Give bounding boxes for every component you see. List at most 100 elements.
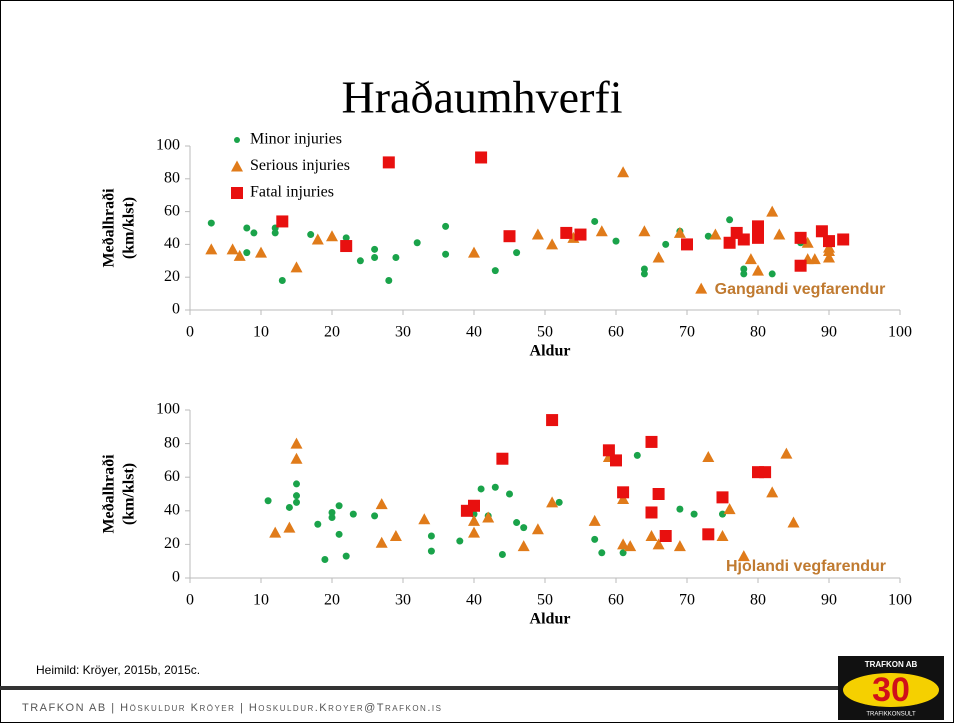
y-tick-label: 0 xyxy=(172,569,180,586)
point xyxy=(808,253,821,265)
point xyxy=(823,241,835,253)
point xyxy=(335,502,343,510)
point xyxy=(752,231,764,244)
point xyxy=(531,228,544,240)
point xyxy=(794,231,807,244)
point xyxy=(766,205,779,217)
slide-title: Hraðaumhverfi xyxy=(342,72,623,123)
point xyxy=(276,215,289,228)
point xyxy=(662,240,670,248)
point xyxy=(314,520,322,528)
point xyxy=(531,523,544,535)
legend-label: Minor injuries xyxy=(250,131,342,148)
point xyxy=(468,526,480,538)
point xyxy=(513,519,521,527)
point xyxy=(716,530,729,541)
point xyxy=(482,511,495,523)
point xyxy=(293,492,300,500)
y-tick-label: 20 xyxy=(164,268,180,285)
x-tick-label: 60 xyxy=(608,324,624,341)
point xyxy=(574,228,587,241)
y-tick-label: 60 xyxy=(164,202,180,219)
point xyxy=(468,246,480,258)
point xyxy=(271,229,279,237)
point xyxy=(737,550,750,562)
point xyxy=(740,270,748,278)
point xyxy=(335,530,343,538)
point xyxy=(709,228,722,240)
point xyxy=(293,498,300,506)
point xyxy=(744,253,757,265)
point xyxy=(356,257,364,265)
point xyxy=(321,556,329,564)
point xyxy=(340,240,353,253)
y-tick-label: 40 xyxy=(164,501,180,518)
point xyxy=(250,229,258,237)
x-tick-label: 0 xyxy=(186,324,194,341)
x-tick-label: 50 xyxy=(537,592,553,609)
x-tick-label: 50 xyxy=(537,324,553,341)
point xyxy=(233,249,246,261)
x-tick-label: 80 xyxy=(750,324,766,341)
point xyxy=(645,506,658,519)
legend-label: Fatal injuries xyxy=(250,184,334,201)
point xyxy=(773,228,786,240)
point xyxy=(716,491,729,504)
point xyxy=(496,452,509,465)
logo: TRAFKON AB 30 TRAFIKKONSULT xyxy=(838,656,944,720)
point xyxy=(737,233,750,246)
point xyxy=(371,245,379,253)
point xyxy=(283,521,296,533)
legend-marker xyxy=(234,137,240,143)
point xyxy=(269,526,282,538)
point xyxy=(719,510,726,518)
x-tick-label: 0 xyxy=(186,592,194,609)
point xyxy=(633,451,641,459)
logo-bottom: TRAFIKKONSULT xyxy=(866,712,916,718)
y-axis-label: Meðalhraði xyxy=(101,454,118,534)
logo-number: 30 xyxy=(872,671,910,709)
point xyxy=(602,444,615,457)
point xyxy=(311,233,324,245)
x-tick-label: 20 xyxy=(324,324,340,341)
point xyxy=(205,243,218,255)
legend-marker xyxy=(231,160,243,172)
point xyxy=(503,230,516,243)
x-tick-label: 70 xyxy=(679,592,695,609)
point xyxy=(801,236,814,248)
point xyxy=(673,226,686,238)
point xyxy=(681,238,693,251)
point xyxy=(740,265,748,273)
point xyxy=(468,499,480,512)
y-tick-label: 0 xyxy=(172,301,180,318)
x-tick-label: 40 xyxy=(466,592,482,609)
point xyxy=(652,538,665,550)
point xyxy=(375,498,388,510)
x-tick-label: 90 xyxy=(821,592,837,609)
point xyxy=(243,224,251,232)
point xyxy=(723,236,736,249)
point xyxy=(617,166,630,178)
point xyxy=(617,538,630,550)
x-tick-label: 30 xyxy=(395,324,411,341)
point xyxy=(427,532,435,540)
x-tick-label: 10 xyxy=(253,592,269,609)
point xyxy=(413,239,421,247)
y-axis-label: (km/klst) xyxy=(121,463,138,525)
point xyxy=(491,267,499,275)
x-axis-label: Aldur xyxy=(530,343,571,360)
x-tick-label: 80 xyxy=(750,592,766,609)
point xyxy=(506,490,513,498)
point xyxy=(780,447,793,459)
legend-label: Serious injuries xyxy=(250,157,350,174)
point xyxy=(392,254,400,262)
y-tick-label: 80 xyxy=(164,434,180,451)
point xyxy=(546,496,559,508)
legend-marker xyxy=(231,187,243,199)
point xyxy=(555,498,563,506)
point xyxy=(442,222,450,230)
point xyxy=(427,547,435,555)
